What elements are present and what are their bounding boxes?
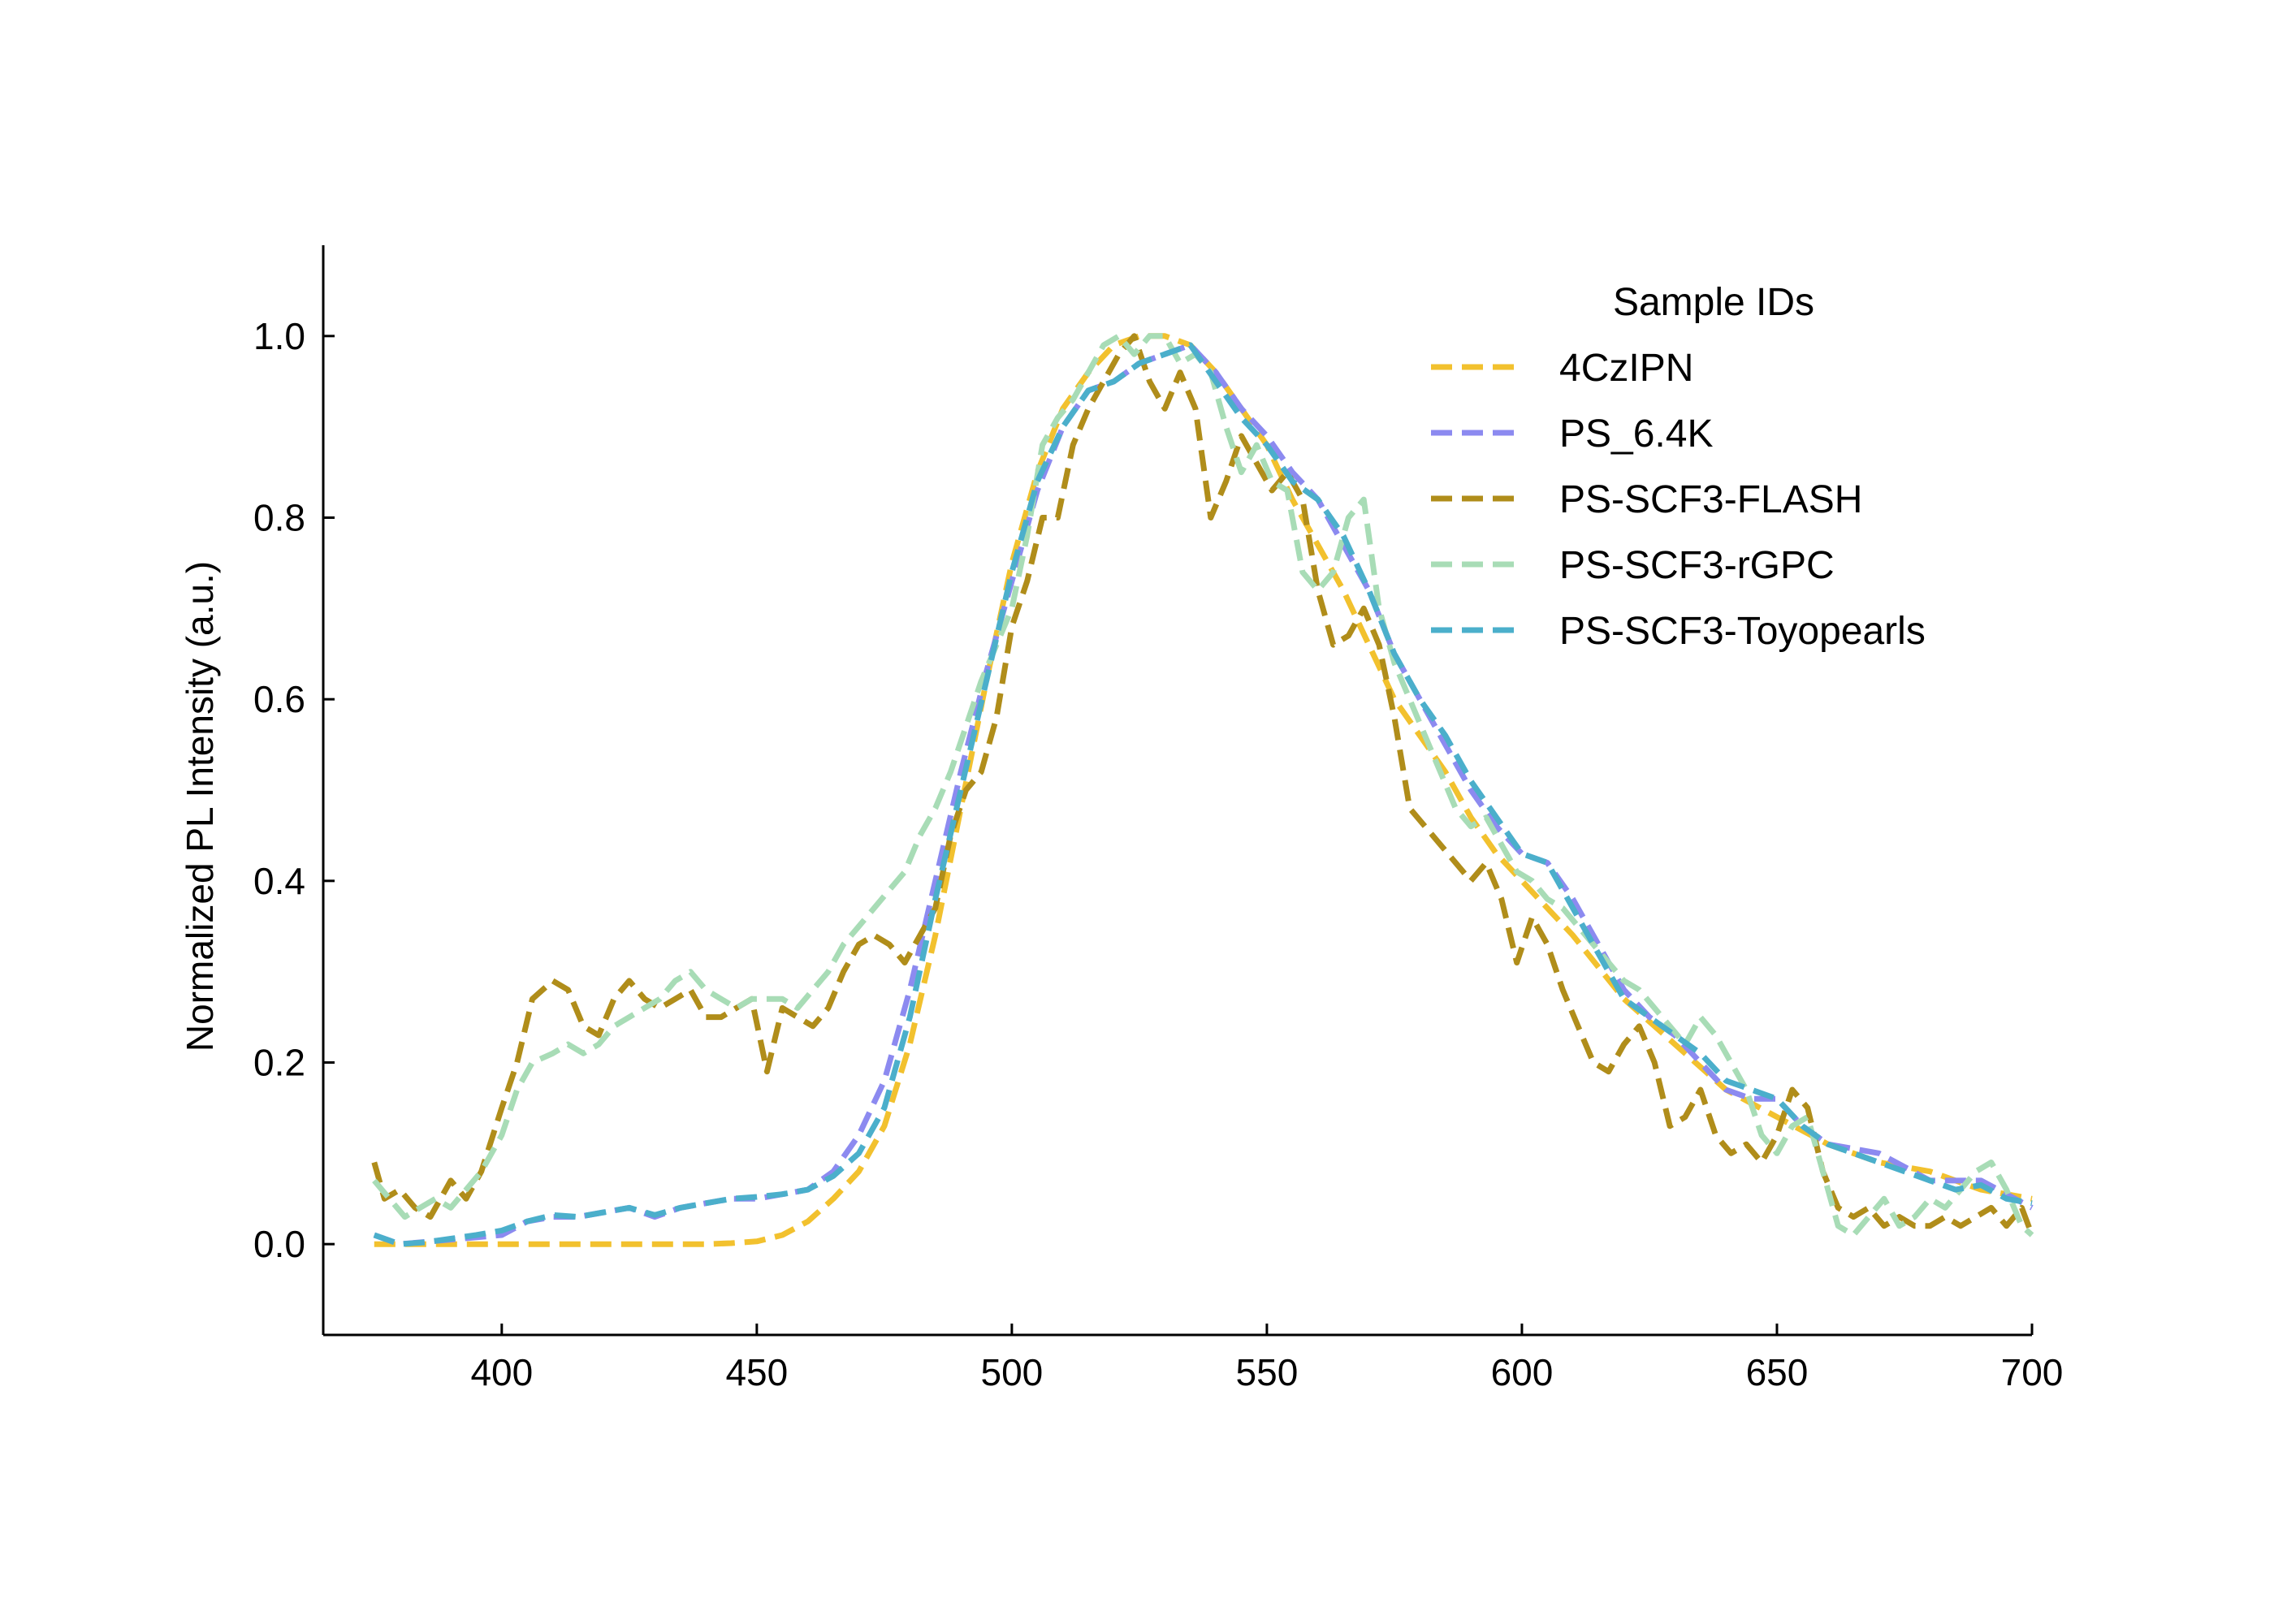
x-tick-label: 700 <box>2001 1351 2064 1393</box>
legend-label: 4CzIPN <box>1559 347 1693 390</box>
series-line-ps-scf3-toyopearls <box>373 342 2033 1247</box>
legend-label: PS-SCF3-FLASH <box>1559 478 1862 521</box>
y-tick-label: 0.0 <box>253 1223 305 1265</box>
legend-label: PS-SCF3-rGPC <box>1559 544 1835 587</box>
x-tick-label: 600 <box>1491 1351 1554 1393</box>
y-tick-label: 1.0 <box>253 315 305 357</box>
y-axis-ticks: 0.0 0.2 0.4 0.6 0.8 1.0 <box>253 315 335 1265</box>
legend-items: 4CzIPN PS_6.4K PS-SCF3-FLASH PS-SCF3-rGPC PS… <box>1431 347 1926 653</box>
y-tick-label: 0.2 <box>253 1042 305 1084</box>
y-tick-label: 0.8 <box>253 497 305 539</box>
x-tick-label: 550 <box>1236 1351 1299 1393</box>
legend-label: PS_6.4K <box>1559 412 1713 456</box>
axes-layer <box>322 245 2032 1337</box>
x-axis-ticks: 400 450 500 550 600 650 700 <box>470 1324 2063 1393</box>
x-tick-label: 650 <box>1746 1351 1809 1393</box>
y-axis-title: Normalized PL Intensity (a.u.) <box>179 561 221 1052</box>
y-tick-label: 0.4 <box>253 860 305 902</box>
series-line-4czipn <box>374 333 2033 1247</box>
legend-title: Sample IDs <box>1613 281 1814 324</box>
x-tick-label: 450 <box>725 1351 788 1393</box>
y-tick-label: 0.6 <box>253 678 305 720</box>
legend-label: PS-SCF3-Toyopearls <box>1559 610 1926 653</box>
x-tick-label: 400 <box>470 1351 533 1393</box>
series-layer <box>371 333 2035 1247</box>
x-tick-label: 500 <box>981 1351 1044 1393</box>
series-line-ps-scf3-flash <box>371 333 2035 1237</box>
legend: Sample IDs 4CzIPN PS_6.4K PS-SCF3-FLASH PS-… <box>1431 281 1926 653</box>
